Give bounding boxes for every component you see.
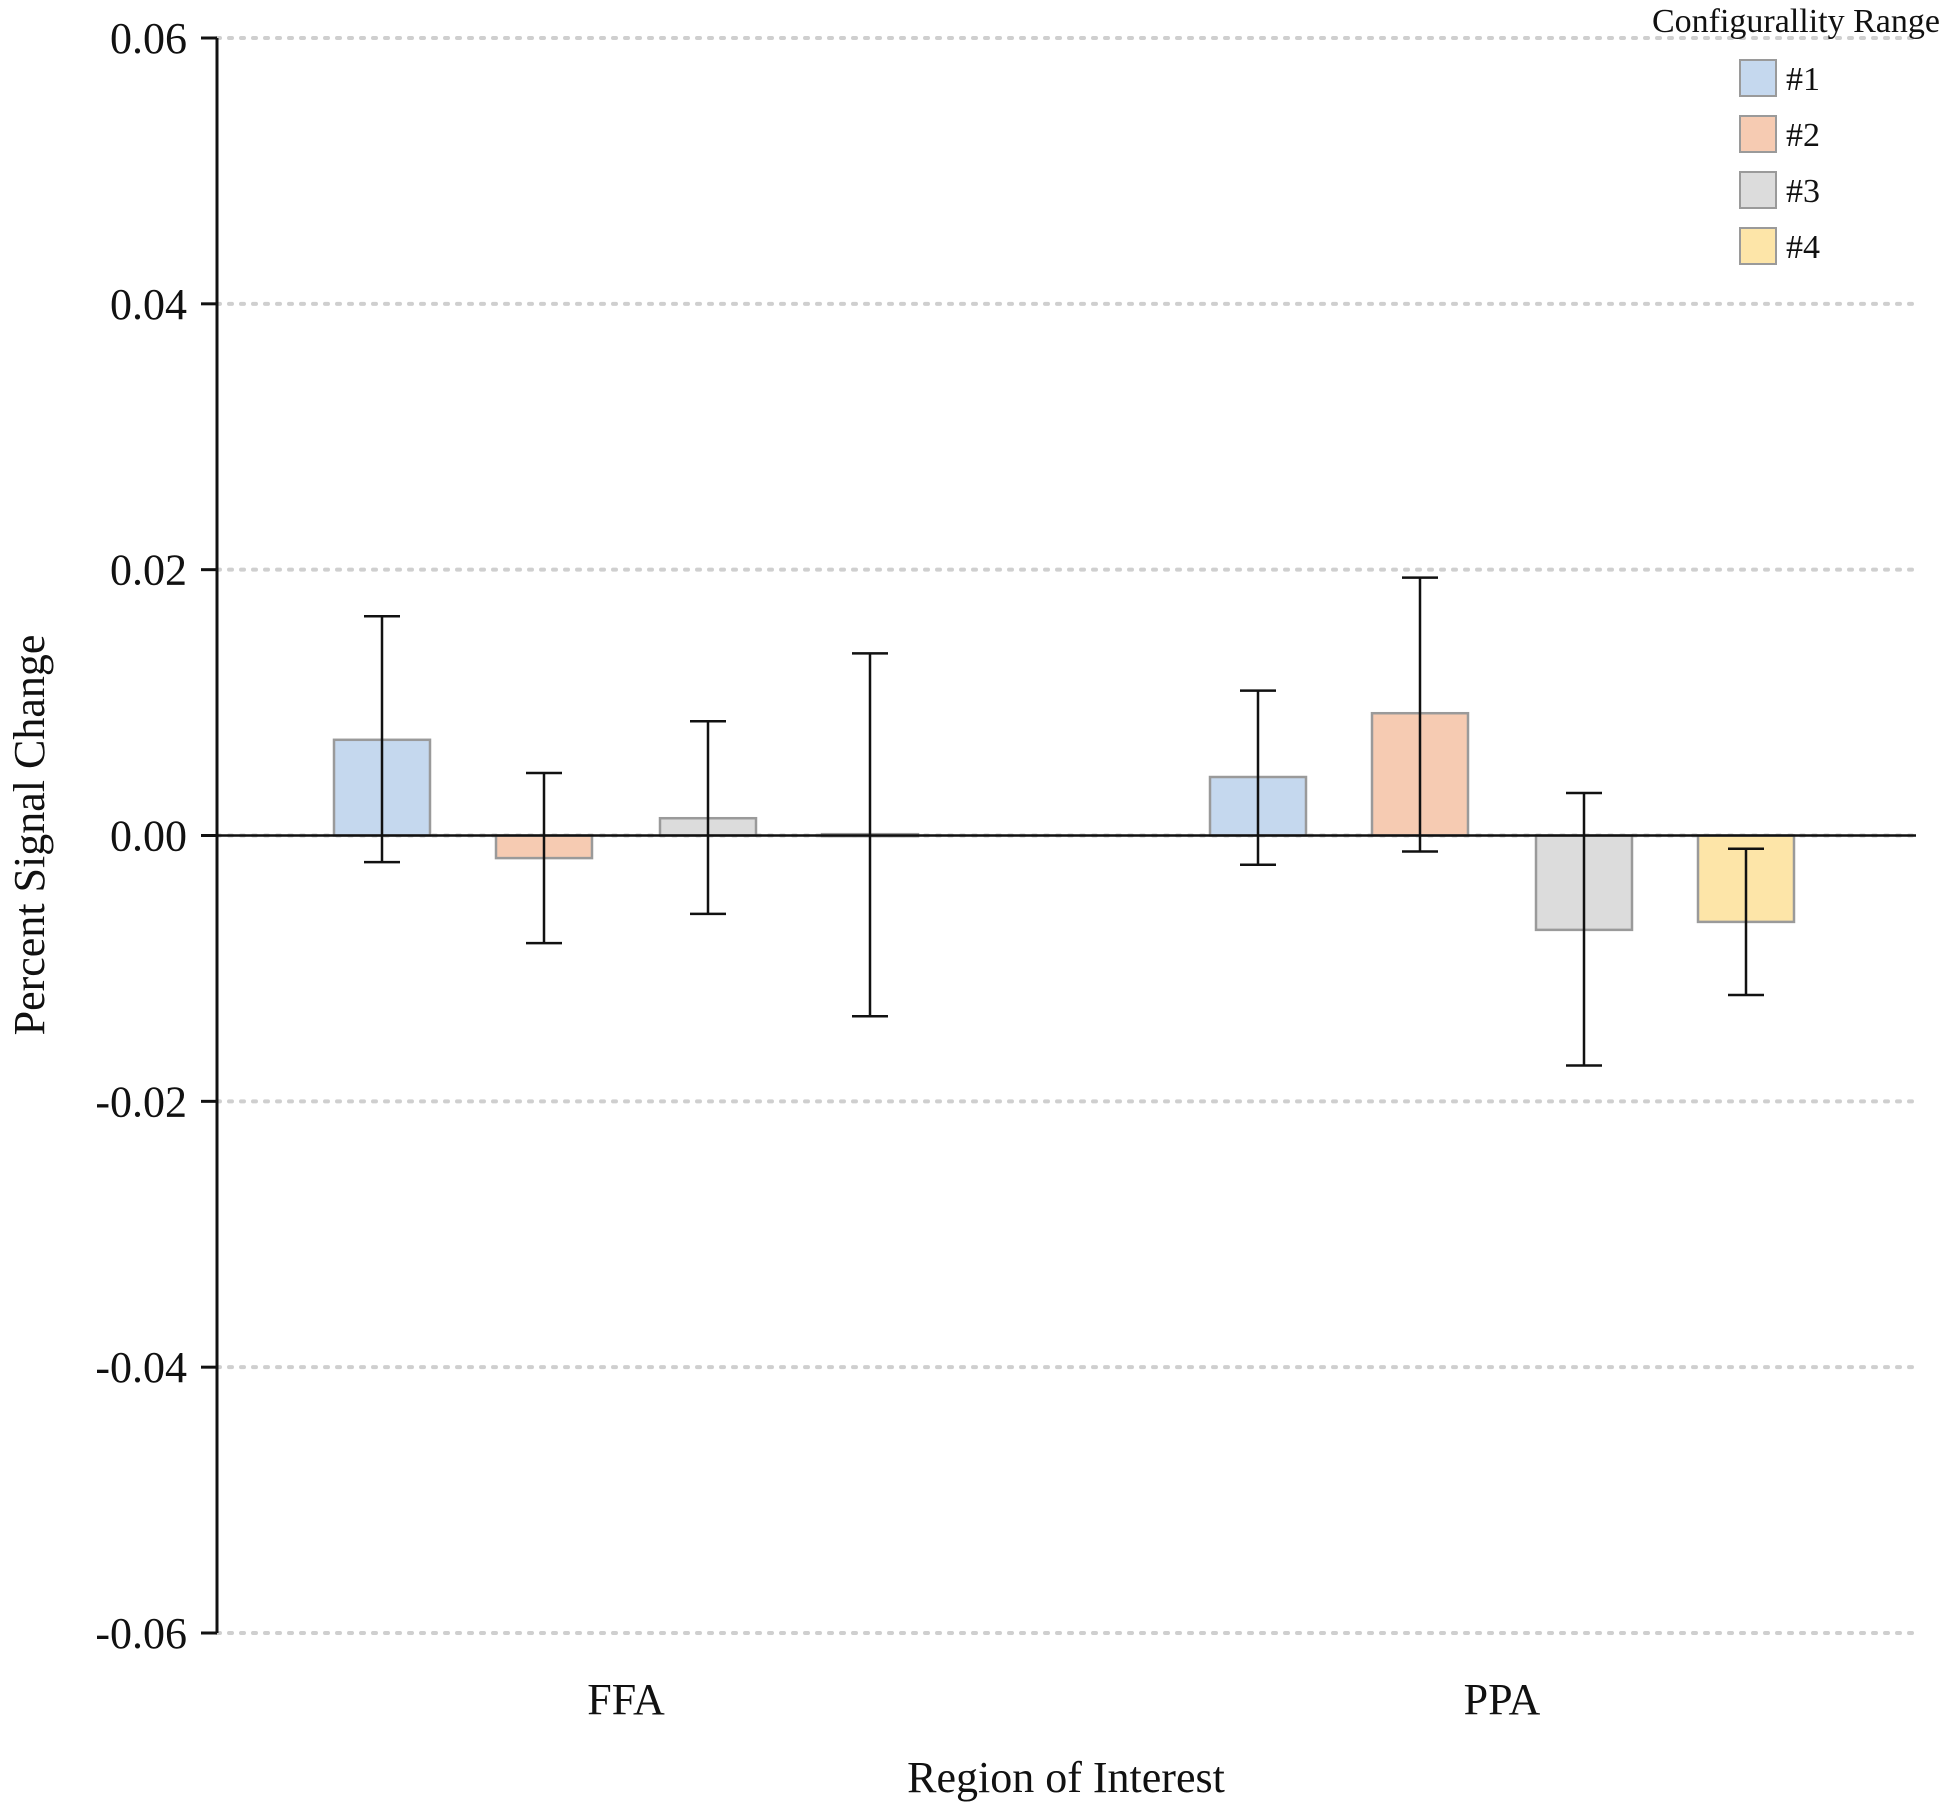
error-bar — [1728, 847, 1764, 997]
x-category-label: PPA — [1464, 1675, 1541, 1724]
x-category-label: FFA — [587, 1675, 665, 1724]
error-bar — [526, 771, 562, 945]
y-tick-label: 0.02 — [110, 546, 187, 595]
y-tick-label: -0.02 — [95, 1077, 187, 1126]
y-tick-label: -0.04 — [95, 1343, 187, 1392]
error-bar — [364, 614, 400, 864]
axes — [215, 38, 1916, 1633]
bars — [332, 711, 1796, 932]
legend-swatch — [1739, 171, 1777, 209]
legend-swatch — [1739, 59, 1777, 97]
legend-label: #3 — [1786, 173, 1820, 210]
error-bar — [1240, 689, 1276, 866]
y-tick-label: -0.06 — [95, 1609, 187, 1658]
y-axis-title: Percent Signal Change — [5, 635, 54, 1036]
error-bar — [1566, 791, 1602, 1067]
y-tick-label: 0.00 — [110, 812, 187, 861]
legend-swatch — [1739, 227, 1777, 265]
legend: Configurallity Range #1 #2 #3 #4 — [1652, 3, 1940, 266]
x-axis-title: Region of Interest — [907, 1753, 1225, 1802]
error-bar — [852, 652, 888, 1018]
legend-label: #1 — [1786, 61, 1820, 98]
legend-label: #4 — [1786, 229, 1820, 266]
error-bar — [690, 719, 726, 916]
legend-items: #1 #2 #3 #4 — [1739, 59, 1820, 266]
y-tick-label: 0.04 — [110, 280, 187, 329]
y-tick-label: 0.06 — [110, 14, 187, 63]
legend-title: Configurallity Range — [1652, 3, 1940, 40]
y-ticks: 0.06 0.04 0.02 0.00 -0.02 -0.04 -0.06 — [95, 14, 217, 1658]
legend-swatch — [1739, 115, 1777, 153]
x-category-labels: FFA PPA — [587, 1675, 1540, 1724]
error-bars — [364, 576, 1764, 1067]
legend-label: #2 — [1786, 117, 1820, 154]
error-bar — [1402, 576, 1438, 853]
